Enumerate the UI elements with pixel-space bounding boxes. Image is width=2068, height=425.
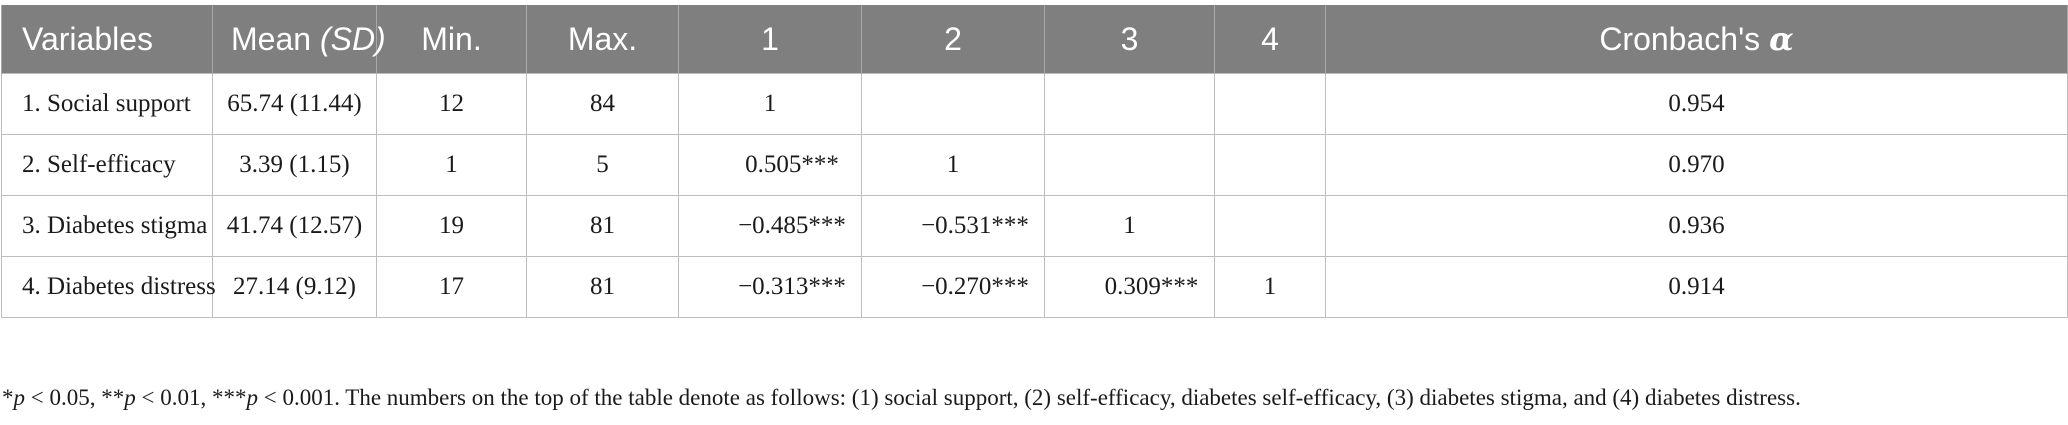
cell-max: 84 [526, 73, 679, 135]
header-alpha-label: Cronbach's [1599, 21, 1770, 57]
cell-corr-1: 1 [678, 73, 862, 135]
table-footnote: *p < 0.05, **p < 0.01, ***p < 0.001. The… [2, 385, 1801, 411]
cell-mean-sd: 41.74 (12.57) [212, 195, 377, 257]
cell-max: 5 [526, 134, 679, 196]
header-max: Max. [526, 5, 679, 74]
footnote-part: < 0.01, *** [135, 385, 247, 410]
cell-corr-4 [1214, 195, 1326, 257]
cell-mean-sd: 65.74 (11.44) [212, 73, 377, 135]
header-min: Min. [376, 5, 527, 74]
cell-variable: 1. Social support [1, 73, 213, 135]
cell-variable: 3. Diabetes stigma [1, 195, 213, 257]
cell-min: 12 [376, 73, 527, 135]
header-col-1: 1 [678, 5, 862, 74]
cell-mean-sd: 27.14 (9.12) [212, 256, 377, 318]
cell-corr-4: 1 [1214, 256, 1326, 318]
cell-min: 19 [376, 195, 527, 257]
table-row: 1. Social support 65.74 (11.44) 12 84 1 … [1, 73, 2068, 135]
cell-corr-4 [1214, 134, 1326, 196]
cell-corr-3: 1 [1044, 195, 1215, 257]
footnote-part: * [2, 385, 14, 410]
cell-mean-sd: 3.39 (1.15) [212, 134, 377, 196]
correlation-table-container: Variables Mean (SD) Min. Max. 1 2 3 4 Cr… [0, 5, 2068, 318]
table-row: 4. Diabetes distress 27.14 (9.12) 17 81 … [1, 256, 2068, 318]
cell-min: 1 [376, 134, 527, 196]
cell-max: 81 [526, 195, 679, 257]
cell-variable: 4. Diabetes distress [1, 256, 216, 318]
cell-variable: 2. Self-efficacy [1, 134, 213, 196]
cell-corr-4 [1214, 73, 1326, 135]
header-col-2: 2 [861, 5, 1045, 74]
cell-corr-1: −0.313*** [678, 256, 862, 318]
footnote-p: p [124, 385, 136, 410]
table-row: 2. Self-efficacy 3.39 (1.15) 1 5 0.505**… [1, 134, 2068, 196]
footnote-part: < 0.001. The numbers on the top of the t… [257, 385, 1801, 410]
header-col-3: 3 [1044, 5, 1215, 74]
table-row: 3. Diabetes stigma 41.74 (12.57) 19 81 −… [1, 195, 2068, 257]
cell-alpha: 0.914 [1325, 256, 2068, 318]
cell-corr-3: 0.309*** [1044, 256, 1215, 318]
cell-alpha: 0.954 [1325, 73, 2068, 135]
header-alpha-symbol: α [1769, 20, 1794, 58]
header-mean-sd: Mean (SD) [212, 5, 386, 74]
footnote-p: p [246, 385, 258, 410]
footnote-p: p [13, 385, 26, 410]
cell-alpha: 0.970 [1325, 134, 2068, 196]
cell-corr-2: 1 [861, 134, 1045, 196]
header-mean-label: Mean [231, 20, 320, 57]
cell-max: 81 [526, 256, 679, 318]
cell-corr-2 [861, 73, 1045, 135]
header-row: Variables Mean (SD) Min. Max. 1 2 3 4 Cr… [1, 5, 2068, 74]
cell-alpha: 0.936 [1325, 195, 2068, 257]
header-cronbach-alpha: Cronbach's α [1325, 5, 2068, 74]
header-sd-label: (SD) [319, 20, 386, 57]
header-variables: Variables [1, 5, 213, 74]
cell-corr-1: 0.505*** [678, 134, 862, 196]
cell-corr-3 [1044, 73, 1215, 135]
cell-corr-3 [1044, 134, 1215, 196]
cell-min: 17 [376, 256, 527, 318]
correlation-table: Variables Mean (SD) Min. Max. 1 2 3 4 Cr… [1, 5, 2068, 318]
header-col-4: 4 [1214, 5, 1326, 74]
cell-corr-1: −0.485*** [678, 195, 862, 257]
cell-corr-2: −0.270*** [861, 256, 1045, 318]
cell-corr-2: −0.531*** [861, 195, 1045, 257]
footnote-part: < 0.05, ** [25, 385, 125, 410]
